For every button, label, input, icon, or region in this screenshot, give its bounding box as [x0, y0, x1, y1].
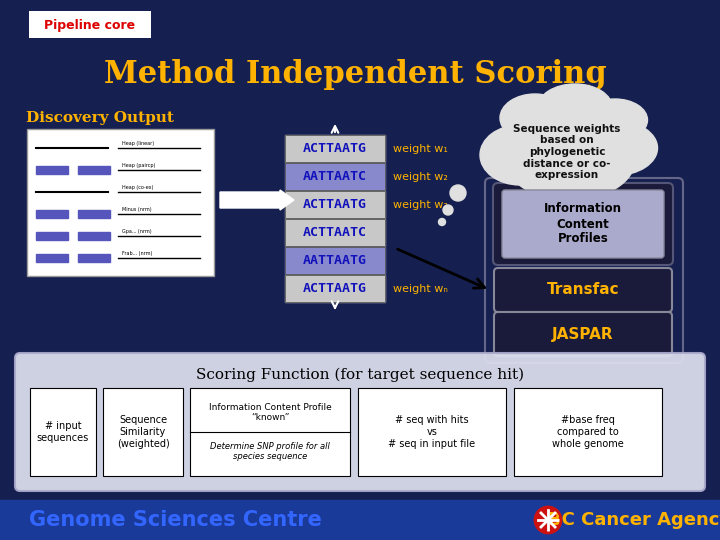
Bar: [285, 247, 385, 274]
Circle shape: [450, 185, 466, 201]
Text: Scoring Function (for target sequence hit): Scoring Function (for target sequence hi…: [196, 368, 524, 382]
Bar: [30, 388, 96, 476]
Text: ACTTAATG: ACTTAATG: [303, 198, 367, 211]
Text: Method Independent Scoring: Method Independent Scoring: [104, 59, 606, 91]
Bar: [285, 163, 385, 190]
Bar: [285, 219, 385, 246]
Bar: [358, 388, 506, 476]
Text: weight w₂: weight w₂: [393, 172, 448, 181]
Bar: [78, 210, 110, 218]
Ellipse shape: [572, 120, 657, 176]
Text: ACTTAATG: ACTTAATG: [303, 282, 367, 295]
Bar: [103, 388, 183, 476]
Circle shape: [438, 219, 446, 226]
Ellipse shape: [480, 125, 560, 185]
FancyBboxPatch shape: [494, 312, 672, 356]
Text: Heap (linear): Heap (linear): [122, 141, 154, 146]
Bar: [36, 166, 68, 174]
Text: weight wₙ: weight wₙ: [393, 284, 448, 294]
Bar: [78, 232, 110, 240]
Text: Frab... (nrm): Frab... (nrm): [122, 251, 153, 256]
Bar: [285, 191, 385, 218]
Text: # input
sequences: # input sequences: [37, 421, 89, 443]
FancyArrow shape: [220, 190, 294, 210]
Text: weight w₃: weight w₃: [393, 199, 448, 210]
Ellipse shape: [582, 99, 647, 141]
Text: AATTAATG: AATTAATG: [303, 254, 367, 267]
Bar: [36, 232, 68, 240]
Text: # seq with hits
vs
# seq in input file: # seq with hits vs # seq in input file: [388, 415, 476, 449]
Text: Determine SNP profile for all
species sequence: Determine SNP profile for all species se…: [210, 442, 330, 461]
Text: AATTAATC: AATTAATC: [303, 170, 367, 183]
Ellipse shape: [500, 94, 570, 142]
Bar: [285, 135, 385, 162]
Text: JASPAR: JASPAR: [552, 327, 614, 341]
FancyBboxPatch shape: [493, 183, 673, 265]
Bar: [285, 219, 385, 246]
Text: BC Cancer Agency: BC Cancer Agency: [549, 511, 720, 529]
Circle shape: [535, 507, 561, 533]
Bar: [0, 500, 720, 540]
Text: Heap (co-ex): Heap (co-ex): [122, 185, 153, 190]
Bar: [78, 166, 110, 174]
Bar: [285, 275, 385, 302]
Bar: [285, 135, 385, 162]
Ellipse shape: [510, 112, 600, 178]
Bar: [285, 191, 385, 218]
Ellipse shape: [538, 84, 613, 132]
Text: Minus (nrm): Minus (nrm): [122, 207, 152, 212]
Text: Information
Content
Profiles: Information Content Profiles: [544, 202, 622, 246]
FancyBboxPatch shape: [29, 11, 151, 38]
Circle shape: [443, 205, 453, 215]
Text: Heap (paircp): Heap (paircp): [122, 163, 156, 168]
FancyBboxPatch shape: [502, 190, 664, 258]
Ellipse shape: [505, 120, 635, 200]
Text: Discovery Output: Discovery Output: [26, 111, 174, 125]
Text: Sequence
Similarity
(weighted): Sequence Similarity (weighted): [117, 415, 169, 449]
Text: #base freq
compared to
whole genome: #base freq compared to whole genome: [552, 415, 624, 449]
Text: Pipeline core: Pipeline core: [45, 18, 135, 31]
Text: Gpa... (nrm): Gpa... (nrm): [122, 229, 152, 234]
Bar: [36, 210, 68, 218]
Text: ACTTAATC: ACTTAATC: [303, 226, 367, 239]
Text: Information Content Profile
“known”: Information Content Profile “known”: [209, 403, 331, 422]
Text: Transfac: Transfac: [546, 282, 619, 298]
Bar: [514, 388, 662, 476]
Bar: [36, 254, 68, 262]
Bar: [78, 254, 110, 262]
Bar: [285, 275, 385, 302]
Bar: [190, 388, 350, 476]
Text: weight w₁: weight w₁: [393, 144, 448, 153]
Bar: [285, 163, 385, 190]
FancyBboxPatch shape: [15, 353, 705, 491]
FancyBboxPatch shape: [494, 268, 672, 312]
Bar: [285, 247, 385, 274]
FancyBboxPatch shape: [27, 129, 214, 276]
Text: ACTTAATG: ACTTAATG: [303, 142, 367, 155]
Text: Genome Sciences Centre: Genome Sciences Centre: [29, 510, 321, 530]
Text: Sequence weights
based on
phylogenetic
distance or co-
expression: Sequence weights based on phylogenetic d…: [513, 124, 621, 180]
